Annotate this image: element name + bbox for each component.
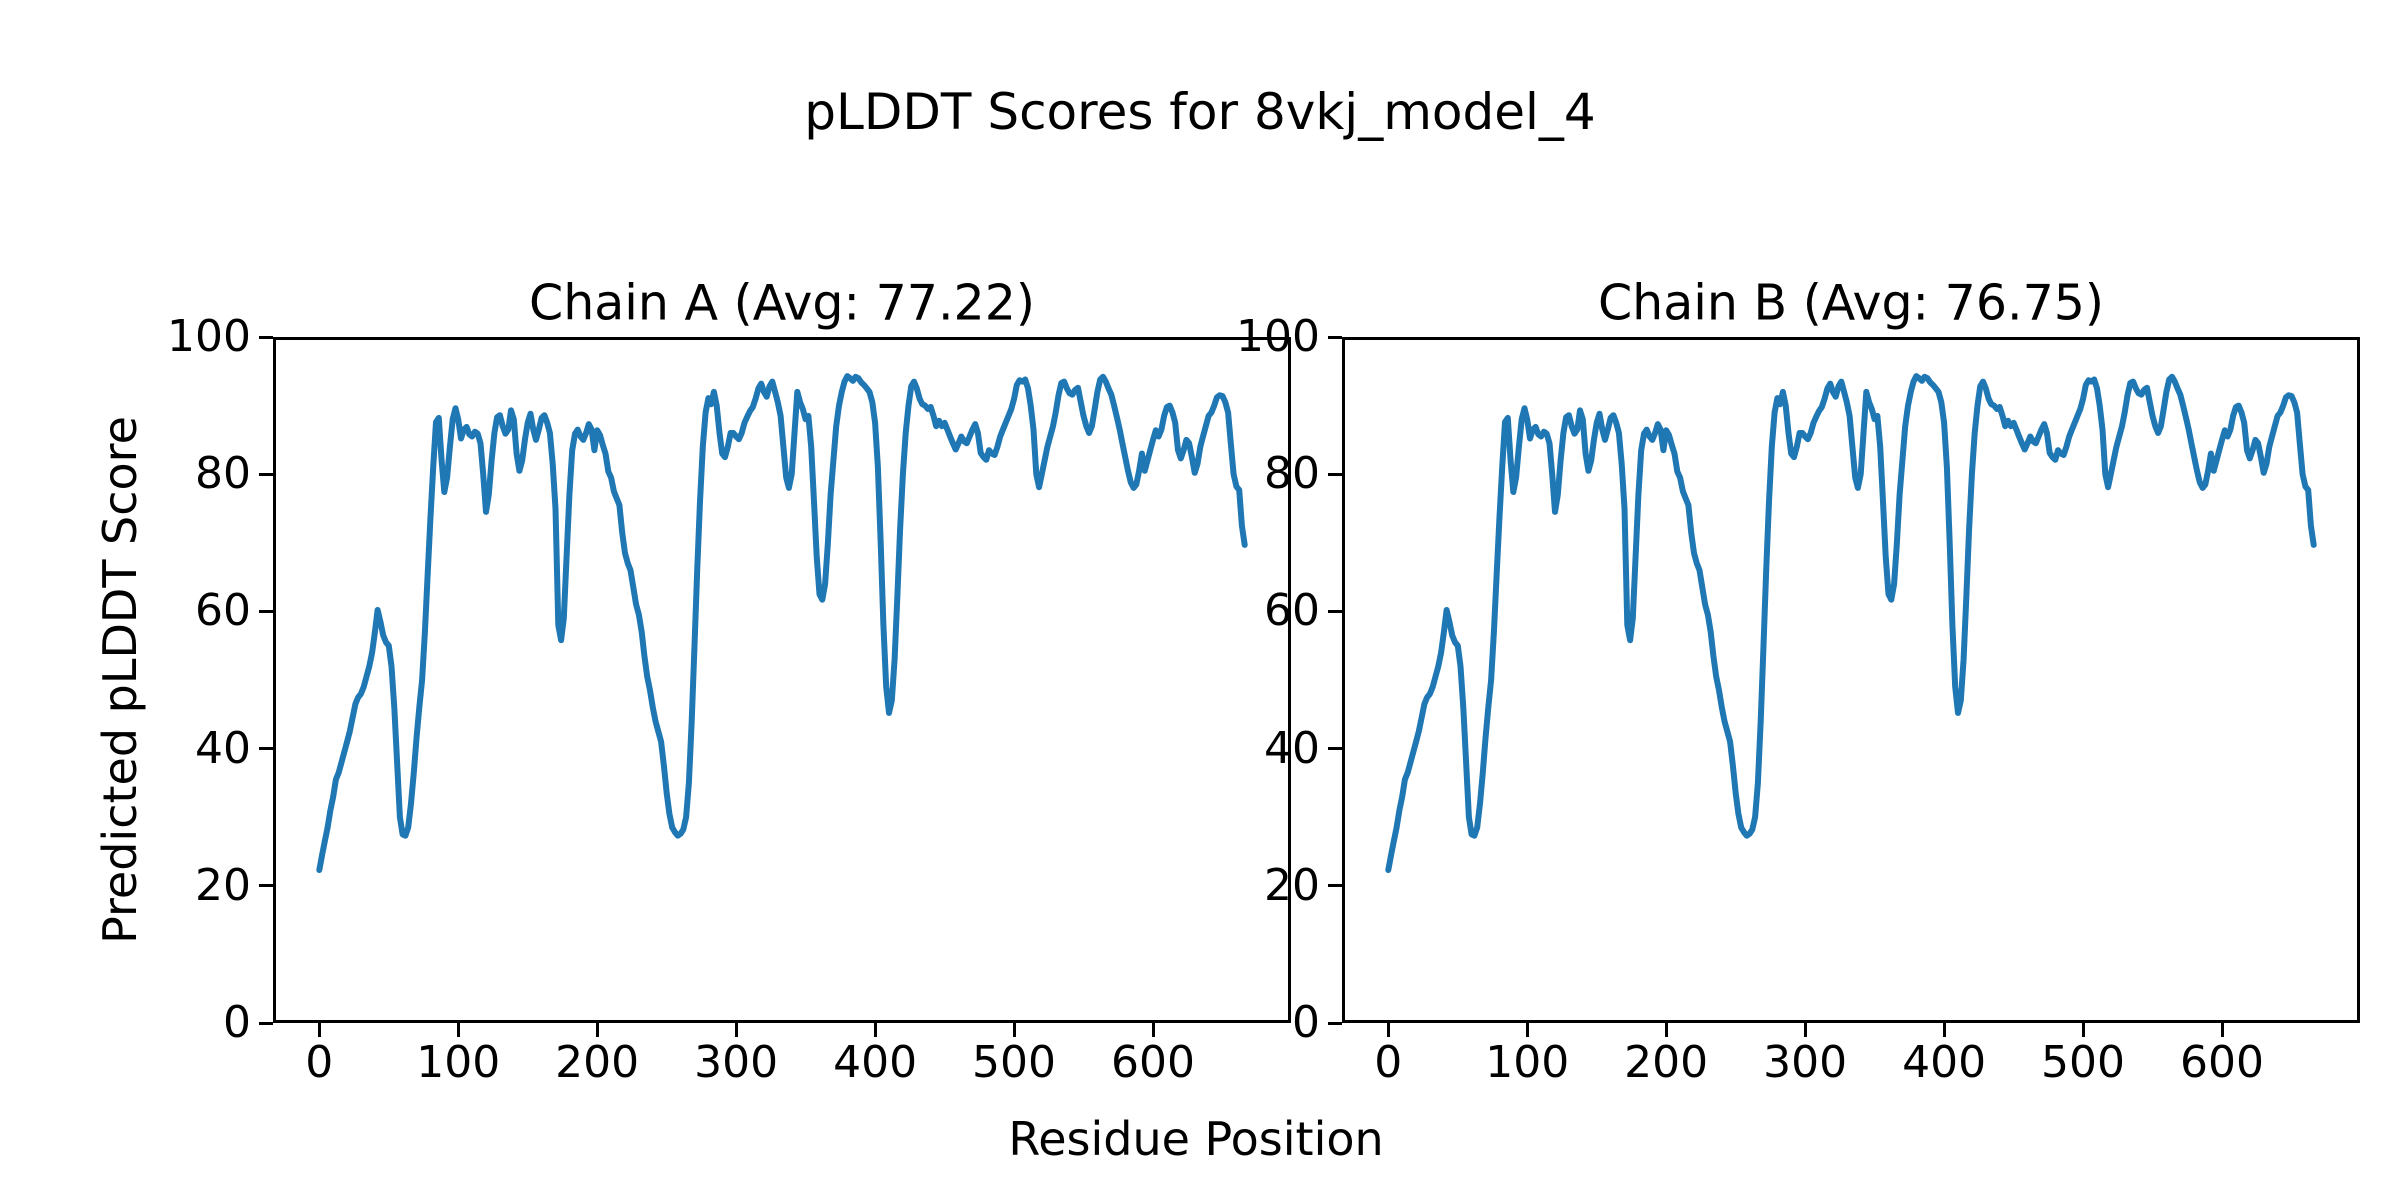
y-tick-label: 100 <box>167 311 251 362</box>
x-tick-label: 200 <box>1624 1037 1709 1088</box>
x-tick-label: 100 <box>416 1037 501 1088</box>
x-tick-mark <box>1803 1023 1807 1037</box>
y-tick-label: 20 <box>195 859 251 911</box>
y-tick-label: 40 <box>195 722 251 774</box>
x-tick-mark <box>1525 1023 1529 1037</box>
plot-frame <box>1342 337 2360 1023</box>
figure-title: pLDDT Scores for 8vkj_model_4 <box>804 83 1596 141</box>
x-tick-mark <box>1664 1023 1668 1037</box>
y-tick-mark <box>1328 884 1342 888</box>
y-tick-label: 0 <box>1292 997 1320 1048</box>
y-tick-label: 80 <box>195 448 251 500</box>
y-axis-label: Predicted pLDDT Score <box>93 416 147 944</box>
y-tick-mark <box>1328 609 1342 613</box>
x-tick-mark <box>1012 1023 1016 1037</box>
x-tick-mark <box>317 1023 321 1037</box>
x-tick-mark <box>1151 1023 1155 1037</box>
chain-b-plot-canvas <box>1342 337 2360 1023</box>
chain-a-title: Chain A (Avg: 77.22) <box>529 274 1035 332</box>
x-tick-mark <box>595 1023 599 1037</box>
y-tick-mark <box>259 747 273 751</box>
y-tick-label: 100 <box>1236 311 1320 362</box>
x-tick-mark <box>2220 1023 2224 1037</box>
y-tick-mark <box>259 335 273 339</box>
plot-frame <box>273 337 1291 1023</box>
x-axis-label: Residue Position <box>1008 1112 1384 1166</box>
chain-a-plot-area: Chain A (Avg: 77.22) 0 100 200 300 400 500 600… <box>167 275 1291 1085</box>
y-tick-label: 60 <box>195 585 251 637</box>
y-tick-mark <box>1328 335 1342 339</box>
x-tick-label: 200 <box>555 1037 640 1088</box>
x-tick-label: 500 <box>2041 1037 2126 1088</box>
chain-a-plot-canvas <box>273 337 1291 1023</box>
y-tick-mark <box>1328 1021 1342 1025</box>
x-tick-mark <box>1386 1023 1390 1037</box>
x-tick-mark <box>734 1023 738 1037</box>
y-tick-label: 40 <box>1264 722 1320 774</box>
x-tick-label: 0 <box>1374 1037 1403 1088</box>
plddt-line-chain-b <box>1385 373 2317 873</box>
x-tick-label: 500 <box>972 1037 1057 1088</box>
x-tick-label: 600 <box>2180 1037 2264 1088</box>
chain-b-plot-area: Chain B (Avg: 76.75) 0 100 200 300 400 500 600… <box>1236 275 2360 1085</box>
y-tick-mark <box>259 884 273 888</box>
x-tick-label: 0 <box>305 1037 334 1088</box>
x-tick-label: 600 <box>1111 1037 1195 1088</box>
y-tick-mark <box>1328 747 1342 751</box>
y-tick-label: 60 <box>1264 585 1320 637</box>
y-tick-label: 80 <box>1264 448 1320 500</box>
x-tick-mark <box>2081 1023 2085 1037</box>
y-tick-label: 0 <box>223 997 251 1048</box>
y-tick-mark <box>1328 472 1342 476</box>
x-tick-label: 300 <box>1763 1037 1848 1088</box>
x-tick-mark <box>873 1023 877 1037</box>
x-tick-label: 400 <box>1902 1037 1987 1088</box>
y-tick-mark <box>259 472 273 476</box>
x-tick-mark <box>456 1023 460 1037</box>
y-tick-mark <box>259 1021 273 1025</box>
chain-b-title: Chain B (Avg: 76.75) <box>1597 274 2105 332</box>
x-tick-label: 300 <box>694 1037 779 1088</box>
x-tick-label: 100 <box>1485 1037 1570 1088</box>
x-tick-mark <box>1942 1023 1946 1037</box>
y-tick-mark <box>259 609 273 613</box>
plddt-line-chain-a <box>316 373 1248 873</box>
x-tick-label: 400 <box>833 1037 918 1088</box>
y-tick-label: 20 <box>1264 859 1320 911</box>
